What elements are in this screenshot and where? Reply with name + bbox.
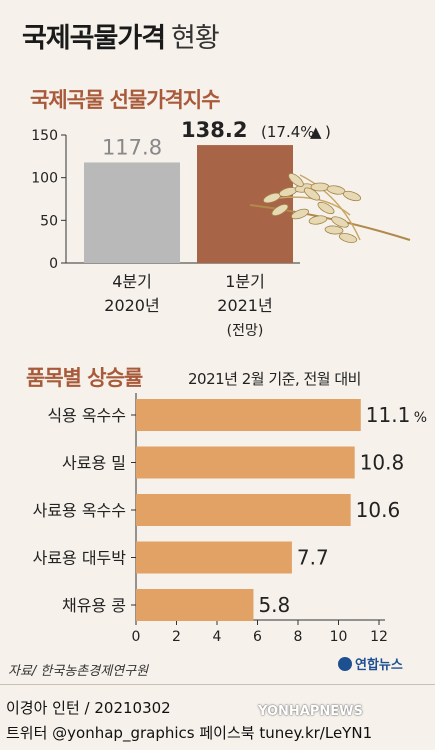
futures-index-chart: 0 50 100 150 117.8 4분기 2020년 138.2 (17.4%▲) 1분기 20…	[31, 118, 411, 339]
bar-value-label: 117.8	[102, 135, 162, 159]
bar-1	[197, 145, 293, 263]
credit-line: 이경아 인턴 / 20210302	[6, 699, 171, 717]
x-category-label: 4분기	[112, 272, 152, 291]
wheat-grain	[288, 173, 304, 187]
source-note: 자료/ 한국농촌경제연구원	[8, 664, 149, 679]
yonhap-logo: 연합뉴스	[338, 654, 403, 673]
futures-index-title: 국제곡물 선물가격지수	[30, 88, 221, 112]
y-tick-label: 100	[31, 171, 58, 187]
wheat-grain	[271, 203, 289, 217]
bar-value-label: 10.8	[360, 451, 405, 475]
bar-3	[136, 541, 292, 574]
watermark: YONHAPNEWS	[258, 704, 363, 719]
yonhap-logo-text: 연합뉴스	[355, 658, 403, 673]
x-category-label: 2020년	[104, 296, 159, 315]
y-tick-label: 150	[31, 128, 58, 144]
wheat-grain	[342, 190, 362, 202]
category-label: 채유용 콩	[62, 596, 126, 615]
category-label: 사료용 대두박	[33, 549, 127, 568]
x-tick-label: 2	[172, 629, 181, 645]
x-category-label: (전망)	[227, 323, 264, 339]
x-category-label: 1분기	[225, 272, 265, 291]
social-links: 트위터 @yonhap_graphics 페이스북 tuney.kr/LeYN1	[6, 724, 373, 742]
change-label: (17.4%	[261, 123, 315, 141]
footer-divider	[0, 684, 435, 685]
x-tick-label: 12	[370, 629, 388, 645]
yonhap-logo-icon	[338, 657, 352, 671]
category-label: 식용 옥수수	[47, 406, 126, 425]
title-suffix: 현황	[171, 23, 220, 54]
x-tick-label: 8	[294, 629, 303, 645]
bar-0	[84, 162, 180, 263]
x-tick-label: 10	[330, 629, 348, 645]
x-tick-label: 4	[213, 629, 222, 645]
bar-value-label: 11.1	[366, 403, 411, 427]
wheat-grain	[317, 201, 335, 215]
y-tick-label: 50	[40, 213, 58, 229]
wheat-illustration	[249, 173, 411, 243]
x-category-label: 2021년	[217, 296, 272, 315]
bar-2	[136, 494, 351, 526]
bar-4	[136, 589, 254, 621]
category-label: 사료용 밀	[62, 454, 126, 473]
percent-unit: %	[414, 410, 427, 426]
item-rise-note: 2021년 2월 기준, 전월 대비	[188, 370, 361, 388]
wheat-grain	[338, 233, 358, 243]
page-title: 국제곡물가격 현황	[22, 16, 220, 55]
wheat-stem	[299, 174, 361, 241]
wheat-grain	[291, 208, 309, 220]
bar-value-label: 138.2	[181, 118, 247, 142]
category-label: 사료용 옥수수	[33, 501, 126, 520]
title-main: 국제곡물가격	[22, 23, 166, 54]
item-rise-chart: 0 2 4 6 8 10 12 식용 옥수수 11.1 % 사료용 밀 10.8 사료용 옥수수 10.6…	[33, 393, 427, 645]
y-tick-label: 0	[49, 256, 58, 272]
wheat-grain	[303, 187, 321, 201]
wheat-grain	[308, 215, 328, 225]
bar-value-label: 7.7	[297, 546, 329, 570]
item-rise-title: 품목별 상승률	[26, 366, 143, 390]
wheat-grain	[324, 225, 344, 235]
bar-0	[136, 399, 361, 431]
bar-value-label: 5.8	[258, 593, 290, 617]
wheat-stem	[249, 204, 411, 241]
bar-1	[136, 446, 355, 479]
x-tick-label: 6	[253, 629, 262, 645]
change-close-paren: )	[325, 123, 331, 141]
up-arrow-icon: ▲	[310, 123, 322, 141]
wheat-grain	[331, 216, 349, 228]
bar-value-label: 10.6	[356, 498, 401, 522]
x-tick-label: 0	[132, 629, 141, 645]
